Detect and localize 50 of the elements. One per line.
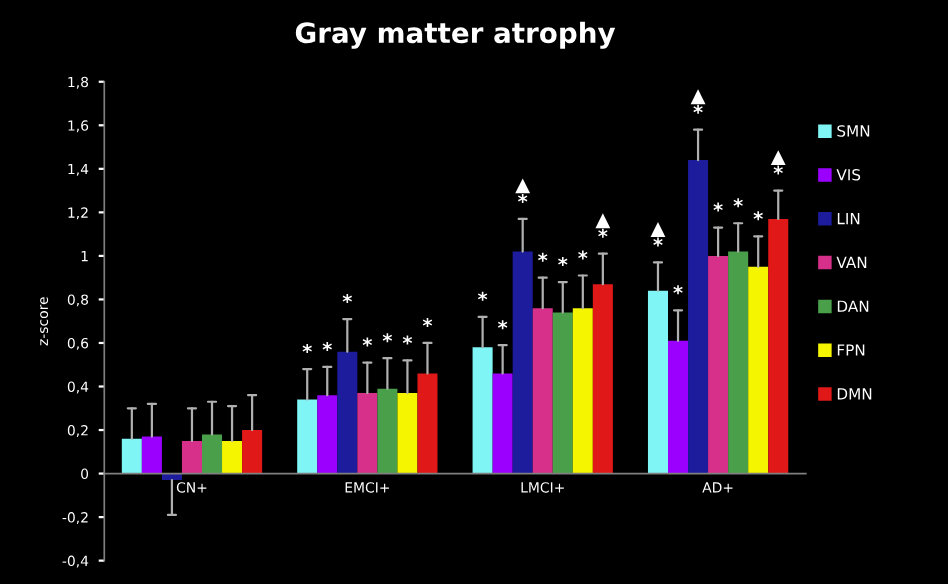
bar bbox=[592, 284, 613, 474]
bar bbox=[317, 395, 338, 474]
data-label: * bbox=[402, 335, 413, 345]
bar bbox=[768, 218, 789, 474]
bar bbox=[141, 436, 162, 474]
data-label: ▲ * bbox=[515, 178, 531, 203]
bar bbox=[201, 434, 223, 474]
chart-title: Gray matter atrophy bbox=[295, 21, 616, 49]
bar bbox=[728, 251, 749, 474]
bar bbox=[297, 399, 318, 474]
bar bbox=[647, 290, 668, 474]
data-label: * bbox=[733, 198, 743, 208]
data-label: ▲ * bbox=[690, 89, 706, 114]
bar bbox=[748, 266, 769, 474]
bar bbox=[121, 438, 142, 474]
bar bbox=[397, 393, 418, 474]
data-label: * bbox=[558, 257, 568, 267]
data-label: * bbox=[673, 285, 683, 295]
bar bbox=[512, 251, 533, 474]
bar bbox=[181, 440, 202, 474]
bar bbox=[492, 373, 513, 474]
data-label: ▲ * bbox=[650, 222, 666, 247]
bar bbox=[668, 340, 689, 474]
bar bbox=[161, 473, 182, 481]
bar bbox=[708, 255, 729, 474]
data-label: * bbox=[753, 211, 763, 221]
data-label: ▲ * bbox=[770, 150, 786, 175]
data-label: * bbox=[382, 333, 393, 343]
bar bbox=[472, 347, 493, 474]
data-label: * bbox=[497, 320, 508, 330]
bar bbox=[688, 160, 709, 474]
data-label: * bbox=[477, 291, 488, 301]
bar bbox=[572, 308, 593, 474]
data-label: * bbox=[422, 317, 433, 327]
bar bbox=[532, 308, 553, 474]
bar bbox=[337, 351, 358, 474]
data-label: * bbox=[538, 252, 548, 262]
data-label: * bbox=[578, 250, 588, 260]
bar bbox=[222, 440, 243, 474]
bar bbox=[242, 430, 263, 474]
data-label: * bbox=[342, 294, 352, 304]
data-label: * bbox=[302, 344, 312, 354]
bar bbox=[357, 393, 378, 474]
data-label: * bbox=[362, 337, 373, 347]
data-label: * bbox=[322, 341, 332, 351]
bar bbox=[417, 373, 438, 474]
bar bbox=[552, 312, 573, 474]
bar bbox=[377, 388, 398, 474]
data-label: * bbox=[713, 202, 723, 212]
data-label: ▲ * bbox=[595, 213, 611, 238]
